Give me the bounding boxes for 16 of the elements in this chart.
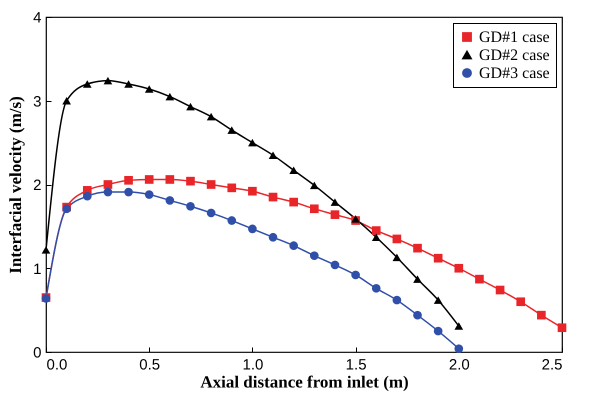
y-tick-label: 2 (33, 177, 42, 194)
legend-label: GD#2 case (479, 47, 550, 64)
x-tick-label: 2.5 (542, 356, 562, 374)
legend-label: GD#1 case (479, 29, 550, 46)
x-tick-label: 1.5 (346, 356, 367, 374)
y-tick-label: 3 (33, 93, 42, 110)
x-tick-label: 2.0 (448, 356, 470, 374)
x-tick-label: 1.0 (242, 356, 264, 374)
y-tick-label: 0 (33, 344, 42, 362)
x-tick-label: 0.5 (139, 356, 160, 374)
x-axis-title: Axial distance from inlet (m) (200, 372, 409, 392)
legend-label: GD#3 case (479, 65, 550, 82)
y-tick-label: 4 (33, 10, 42, 26)
y-tick-label: 1 (33, 260, 42, 278)
x-tick-label: 0.0 (46, 356, 68, 374)
y-axis-title: Interfacial velocity (m/s) (6, 96, 26, 274)
